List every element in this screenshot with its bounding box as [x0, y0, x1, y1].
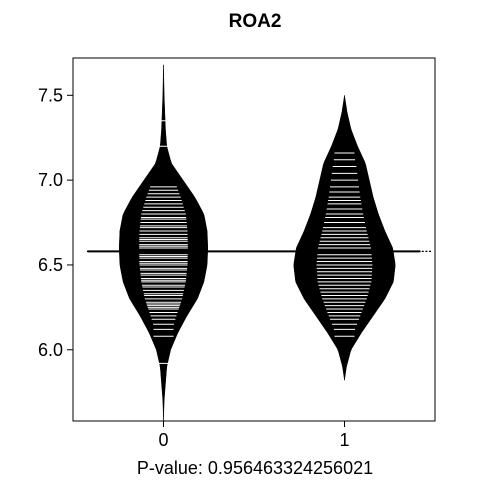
plot-frame [72, 57, 436, 422]
y-tick-label: 7.0 [38, 170, 63, 190]
y-tick-label: 7.5 [38, 85, 63, 105]
bean-0 [118, 64, 209, 422]
x-tick-label: 0 [158, 430, 168, 450]
bean-1-observations [316, 152, 373, 337]
bean-group [87, 64, 431, 422]
bean-0-observations [139, 120, 188, 364]
x-tick-label: 1 [339, 430, 349, 450]
y-axis: 6.0 6.5 7.0 7.5 [38, 85, 73, 360]
y-tick-label: 6.0 [38, 340, 63, 360]
x-axis-label: P-value: 0.956463324256021 [137, 458, 373, 478]
y-tick-label: 6.5 [38, 255, 63, 275]
chart-title: ROA2 [229, 11, 282, 32]
